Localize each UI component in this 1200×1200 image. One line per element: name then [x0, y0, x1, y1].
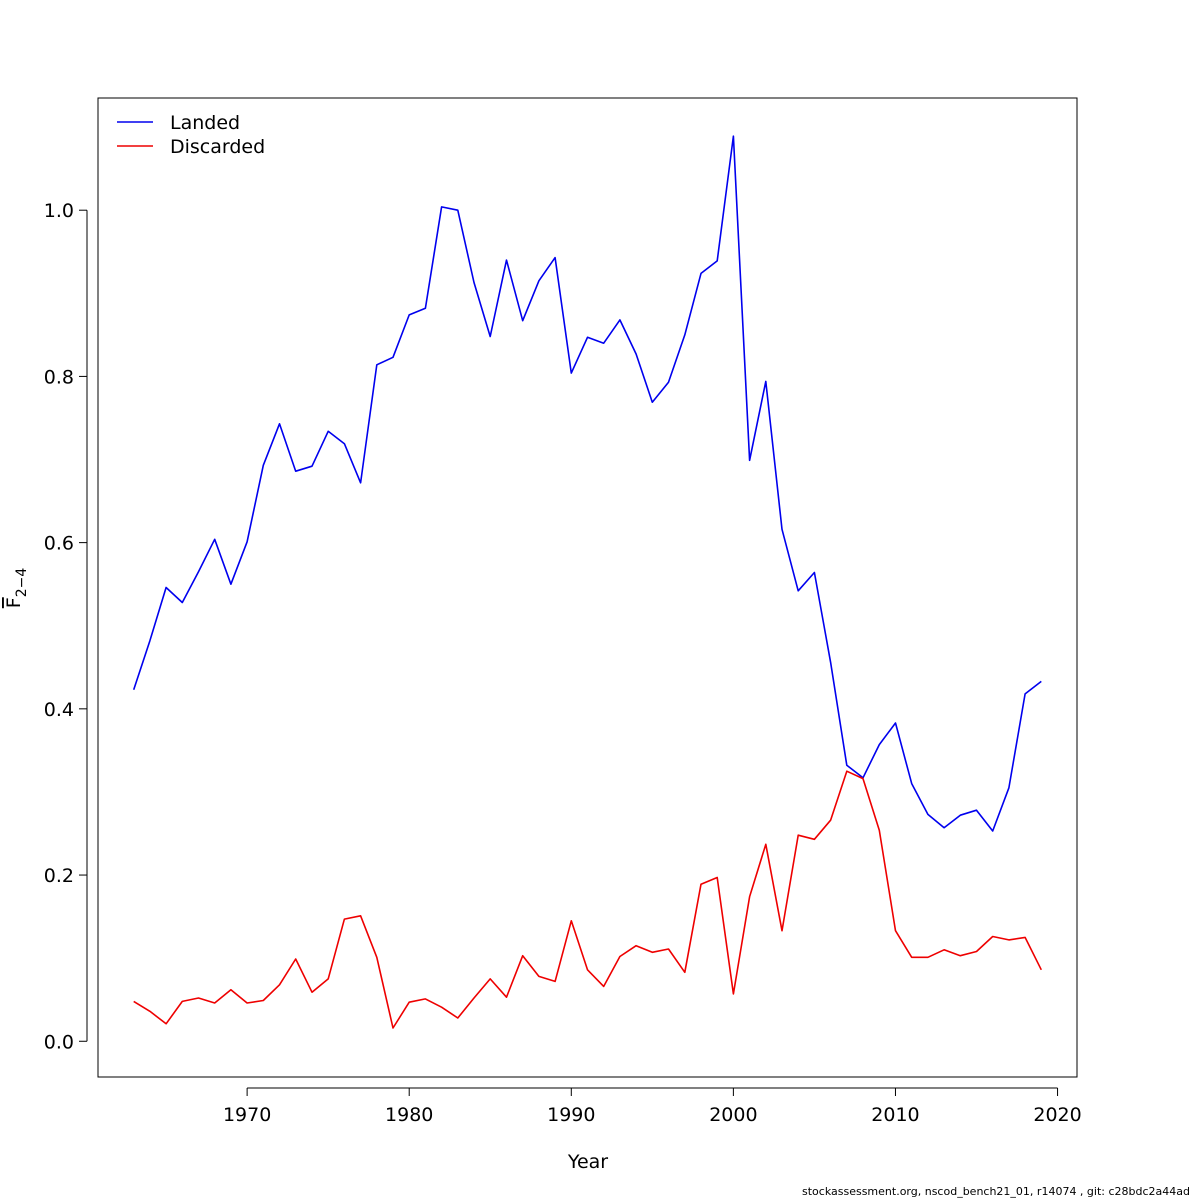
svg-text:F2−4: F2−4: [3, 568, 30, 609]
y-axis: 0.0 0.2 0.4 0.6 0.8 1.0: [44, 200, 88, 1053]
series-line-landed: [132, 135, 1042, 832]
y-tick-label: 0.8: [44, 366, 74, 388]
series-line-discarded: [133, 770, 1043, 1029]
y-axis-title-main: F: [3, 597, 25, 608]
plot-frame: [97, 97, 1078, 1078]
x-axis: 1970 1980 1990 2000 2010 2020: [223, 1087, 1082, 1126]
x-tick-label: 1990: [547, 1104, 595, 1126]
y-tick-label: 0.6: [44, 533, 74, 555]
x-tick-label: 1980: [385, 1104, 433, 1126]
y-axis-title-subscript: 2−4: [14, 568, 30, 598]
y-tick-label: 0.2: [44, 865, 74, 887]
y-tick-label: 0.4: [44, 699, 74, 721]
x-tick-label: 1970: [223, 1104, 271, 1126]
y-tick-label: 1.0: [44, 200, 74, 222]
series-lines: [132, 135, 1043, 1029]
x-tick-label: 2020: [1033, 1104, 1081, 1126]
legend-label-discarded: Discarded: [170, 136, 265, 158]
x-tick-label: 2010: [871, 1104, 919, 1126]
footer-credit: stockassessment.org, nscod_bench21_01, r…: [802, 1185, 1190, 1198]
x-axis-title: Year: [567, 1151, 608, 1173]
legend-label-landed: Landed: [170, 112, 240, 134]
y-axis-title: F2−4: [3, 568, 30, 609]
y-tick-label: 0.0: [44, 1031, 74, 1053]
x-tick-label: 2000: [709, 1104, 757, 1126]
